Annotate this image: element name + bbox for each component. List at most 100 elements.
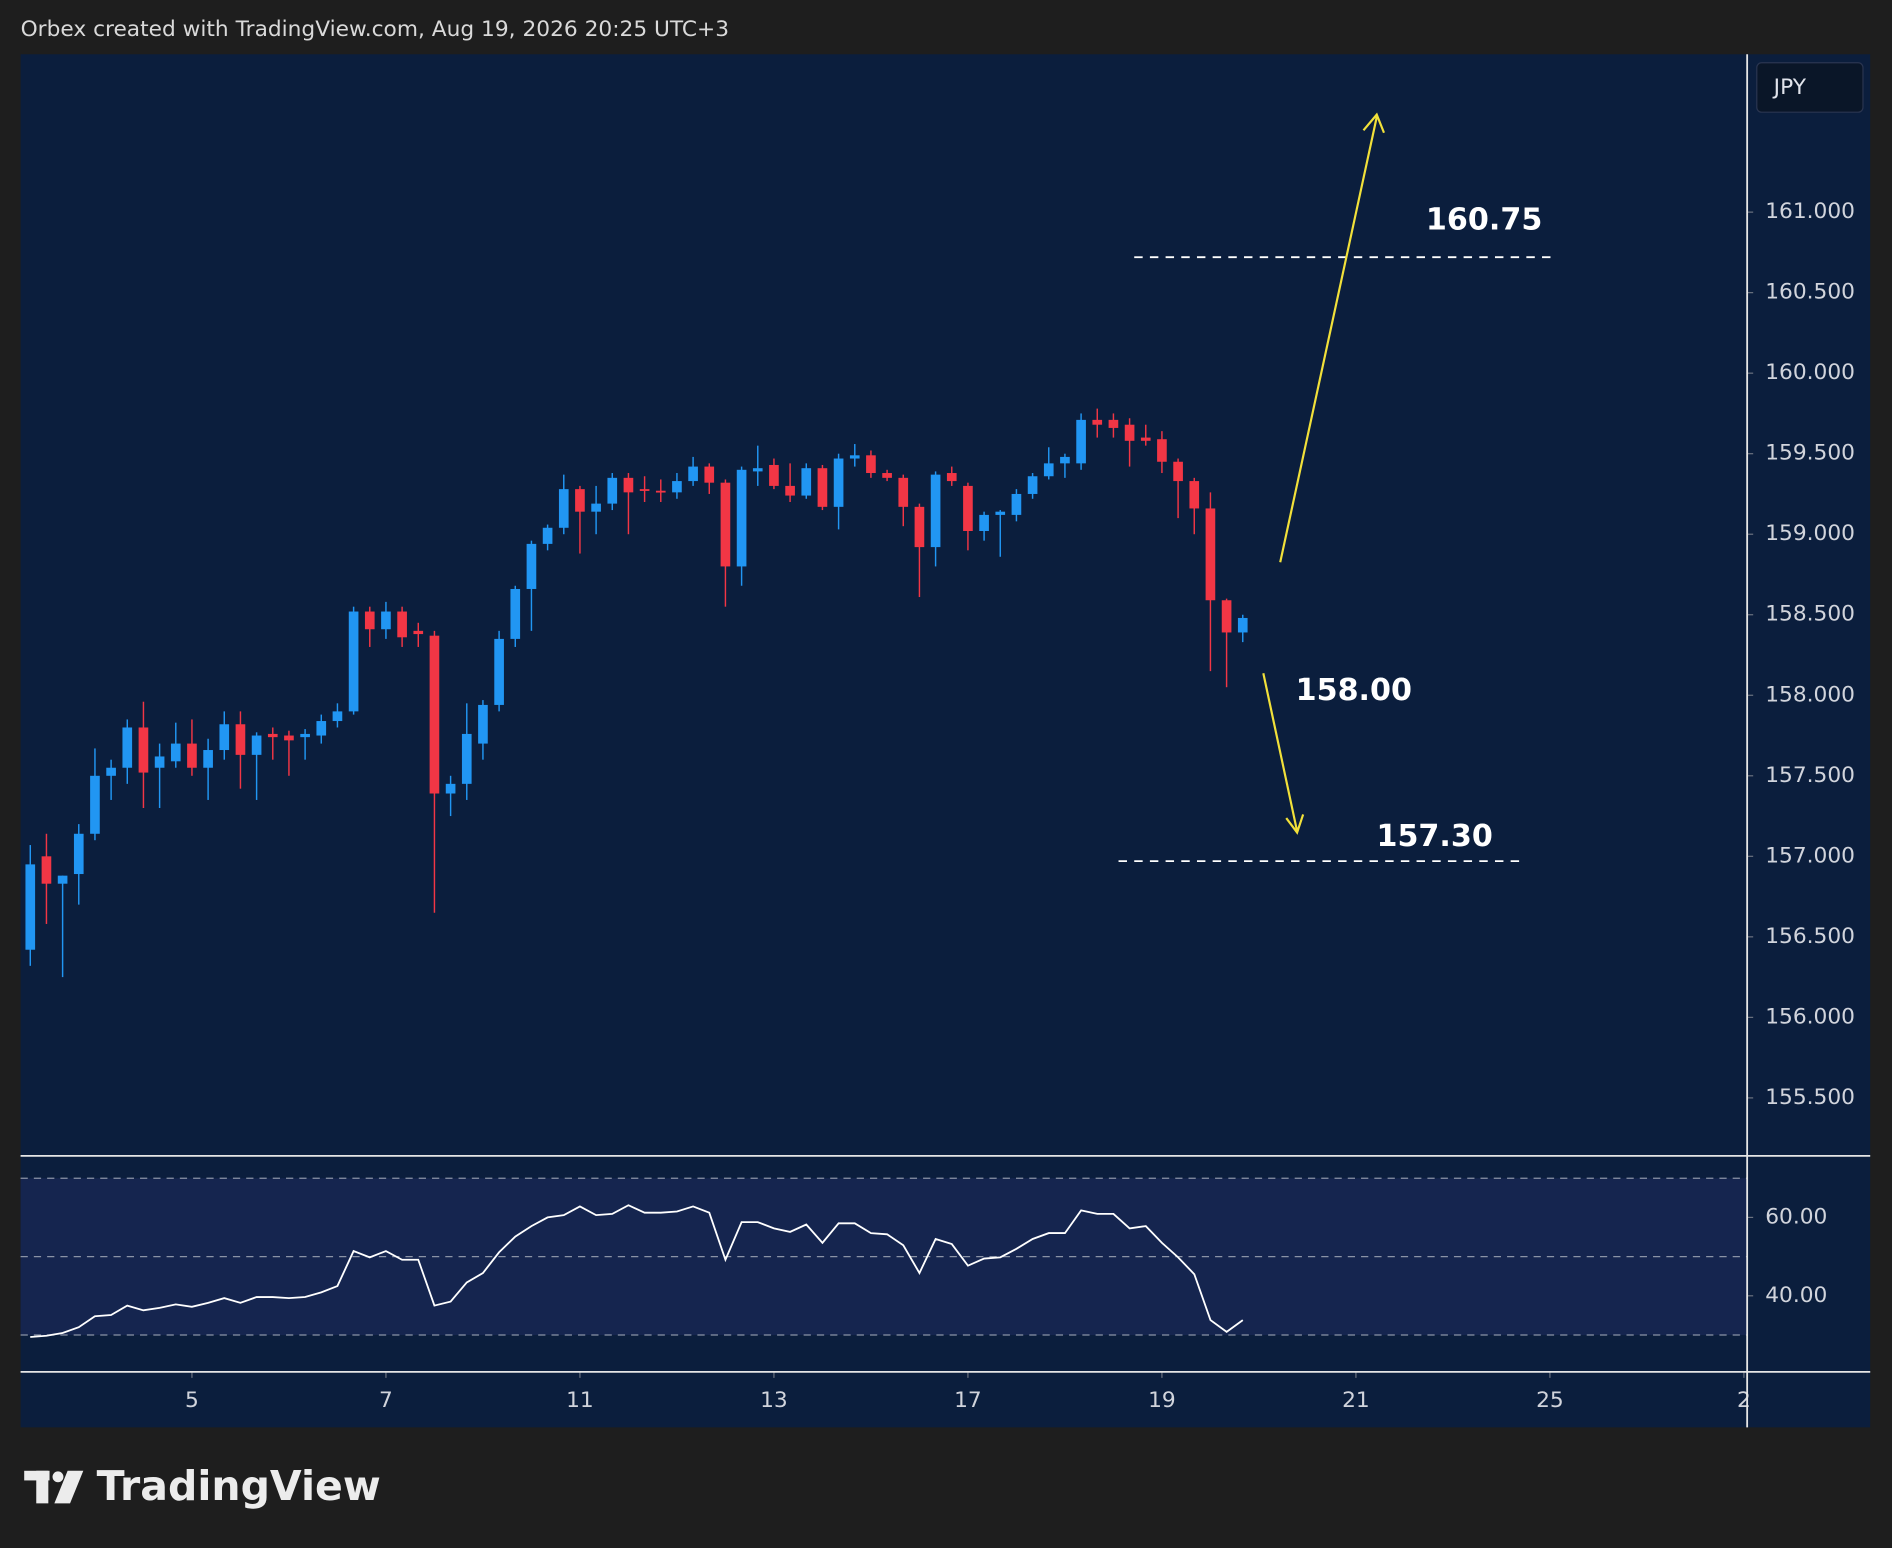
candle-body <box>526 543 537 589</box>
candle-body <box>833 458 844 507</box>
candle-body <box>251 735 262 755</box>
candle-body <box>219 724 230 751</box>
y-tick-label: 156.000 <box>1765 1004 1855 1029</box>
candle-body <box>1157 439 1167 462</box>
candle-body <box>801 468 812 496</box>
x-tick-label: 21 <box>1342 1388 1370 1413</box>
candle-body <box>154 756 165 768</box>
candle-body <box>300 733 310 738</box>
candle-body <box>785 485 795 496</box>
candle-body <box>332 711 343 722</box>
candle-body <box>1237 617 1248 633</box>
candle-body <box>720 482 731 567</box>
candle-body <box>995 511 1006 515</box>
rsi-line <box>30 1204 1244 1338</box>
y-tick-label: 160.000 <box>1765 360 1855 385</box>
annotation: 160.75 <box>1426 202 1542 237</box>
plot: 155.500 156.000 156.500 157.000 157.500 158.0… <box>20 199 1855 1413</box>
candle-body <box>397 611 407 638</box>
brand: TradingView <box>97 1462 381 1510</box>
candle-body <box>914 506 925 548</box>
candle-body <box>1221 600 1232 633</box>
candle-body <box>187 743 197 768</box>
candle-body <box>364 611 375 630</box>
candle-body <box>57 875 68 884</box>
candle-body <box>736 469 747 567</box>
candle-body <box>623 477 634 493</box>
header: Orbex created with TradingView.com, Aug … <box>21 17 729 42</box>
candle-body <box>542 527 553 544</box>
y-tick-label: 158.000 <box>1765 682 1855 707</box>
candle-body <box>963 485 973 532</box>
candle-body <box>1140 437 1151 441</box>
y-tick-label: 159.000 <box>1765 521 1855 546</box>
candle-body <box>1043 463 1054 477</box>
candle-body <box>769 464 779 486</box>
candle-body <box>849 455 860 459</box>
candle-body <box>946 473 957 482</box>
candle-body <box>445 783 456 794</box>
candle-body <box>575 489 585 512</box>
candle-body <box>235 724 246 755</box>
y-tick-label: 156.500 <box>1765 924 1855 949</box>
candle-body <box>461 733 472 784</box>
candle-body <box>1205 508 1216 601</box>
candle-body <box>413 630 424 635</box>
candle-body <box>284 735 294 741</box>
x-tick-label: 17 <box>954 1388 982 1413</box>
y-tick-label: 157.000 <box>1765 843 1855 868</box>
annotation: 158.00 <box>1296 673 1412 708</box>
candle-body <box>1189 481 1200 509</box>
candle-body <box>203 750 213 768</box>
candle-body <box>639 489 650 491</box>
candle-body <box>106 767 116 776</box>
candle-body <box>316 721 327 736</box>
arrow-up-head <box>1362 112 1385 134</box>
y-tick-label: 160.500 <box>1765 280 1855 305</box>
candle-body <box>898 477 909 507</box>
candle-body <box>558 489 569 528</box>
y-tick-label: 158.500 <box>1765 602 1855 627</box>
candle-body <box>170 743 181 762</box>
candle-body <box>1173 461 1183 482</box>
candle-body <box>704 466 715 483</box>
x-tick-label: 13 <box>760 1388 788 1413</box>
candle-body <box>41 856 52 884</box>
candle-body <box>267 733 278 738</box>
rsi-tick-label: 40.00 <box>1765 1283 1827 1308</box>
rsi-tick-label: 60.00 <box>1765 1204 1827 1229</box>
candle-body <box>1092 419 1103 425</box>
candle-body <box>510 588 521 639</box>
arrow-up <box>1279 116 1378 563</box>
candle-body <box>348 611 359 712</box>
y-tick-label: 161.000 <box>1765 199 1855 224</box>
candle-body <box>73 833 84 875</box>
candle-body <box>122 727 133 768</box>
candle-body <box>1108 419 1119 428</box>
candle-body <box>655 490 666 493</box>
candle-body <box>979 514 989 532</box>
candle-body <box>90 775 100 834</box>
candle-body <box>882 473 892 478</box>
candle-body <box>1076 419 1086 464</box>
candle-body <box>672 481 682 493</box>
arrow-down <box>1262 673 1299 832</box>
candle-body <box>138 727 149 773</box>
candle-body <box>930 474 941 548</box>
candle-body <box>381 611 391 630</box>
y-tick-label: 155.500 <box>1765 1085 1855 1110</box>
currency-box[interactable] <box>1756 62 1864 113</box>
candle-body <box>607 477 618 504</box>
candle-body <box>1124 424 1135 441</box>
candle-body <box>688 466 698 482</box>
candle-body <box>429 635 440 794</box>
candle-body <box>591 503 601 512</box>
x-tick-label: 25 <box>1536 1388 1564 1413</box>
x-tick-label: 2 <box>1737 1388 1751 1413</box>
candle-body <box>866 455 876 474</box>
candle-body <box>478 704 488 744</box>
arrow-down-head <box>1285 814 1305 835</box>
x-tick-label: 7 <box>379 1388 393 1413</box>
